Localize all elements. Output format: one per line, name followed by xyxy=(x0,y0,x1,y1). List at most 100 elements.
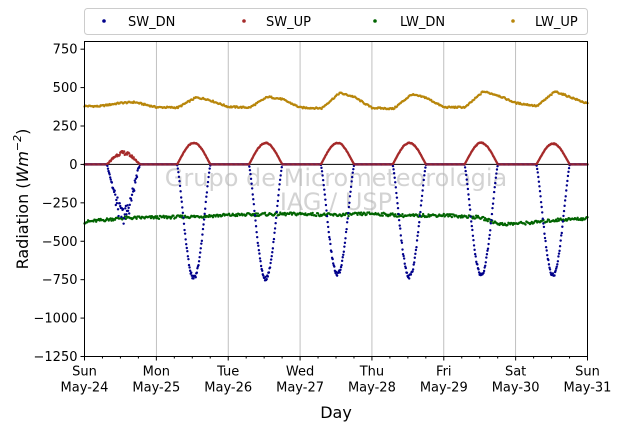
point-sw-dn xyxy=(469,215,472,218)
point-sw-dn xyxy=(114,203,118,207)
point-lw-dn xyxy=(156,215,159,218)
point-lw-dn xyxy=(181,214,184,217)
point-sw-dn xyxy=(274,222,277,225)
point-sw-dn xyxy=(343,245,346,248)
point-sw-dn xyxy=(539,195,542,198)
point-sw-dn xyxy=(184,238,187,241)
point-sw-dn xyxy=(186,255,190,258)
y-axis-title: Radiation (Wm−2) xyxy=(11,129,32,270)
point-sw-dn xyxy=(556,263,559,266)
point-sw-dn xyxy=(476,263,479,266)
x-axis-title: Day xyxy=(320,403,352,422)
point-sw-dn xyxy=(408,277,411,280)
point-sw-dn xyxy=(347,211,350,215)
point-sw-dn xyxy=(547,263,551,266)
legend-marker-lw-up xyxy=(511,19,515,23)
point-lw-dn xyxy=(545,220,549,223)
point-sw-dn xyxy=(200,242,203,245)
x-tick-label-day: Mon xyxy=(143,365,170,380)
point-sw-dn xyxy=(259,259,262,263)
point-sw-dn xyxy=(328,238,332,241)
point-sw-dn xyxy=(182,222,186,225)
point-sw-dn xyxy=(485,256,488,259)
point-sw-dn xyxy=(394,186,397,189)
point-sw-dn xyxy=(490,218,493,222)
point-sw-up xyxy=(122,150,126,153)
point-lw-dn xyxy=(460,214,463,217)
point-sw-dn xyxy=(136,169,139,172)
point-sw-dn xyxy=(262,274,265,277)
point-sw-dn xyxy=(401,248,404,251)
point-sw-dn xyxy=(342,253,345,256)
point-sw-dn xyxy=(110,181,114,184)
point-sw-dn xyxy=(190,271,193,274)
point-sw-dn xyxy=(203,212,206,216)
x-tick-label-date: May-28 xyxy=(348,381,396,396)
point-sw-dn xyxy=(565,184,569,187)
point-lw-dn xyxy=(207,215,210,219)
point-sw-dn xyxy=(204,200,207,204)
point-sw-dn xyxy=(414,252,417,256)
point-sw-dn xyxy=(412,263,415,266)
legend-label-sw-dn: SW_DN xyxy=(128,15,175,30)
point-sw-dn xyxy=(271,247,275,250)
point-sw-dn xyxy=(205,191,209,194)
point-lw-dn xyxy=(315,214,318,218)
point-sw-dn xyxy=(125,213,128,216)
point-sw-dn xyxy=(468,208,472,211)
point-lw-dn xyxy=(110,219,113,222)
point-lw-dn xyxy=(421,214,424,218)
point-sw-dn xyxy=(279,174,282,177)
point-sw-dn xyxy=(204,207,207,210)
point-sw-dn xyxy=(321,178,325,182)
legend-marker-sw-dn xyxy=(102,19,106,23)
point-sw-dn xyxy=(557,255,560,258)
point-sw-dn xyxy=(470,220,473,223)
legend-label-lw-up: LW_UP xyxy=(535,15,578,30)
point-sw-dn xyxy=(422,178,425,182)
point-sw-dn xyxy=(490,212,494,216)
point-sw-dn xyxy=(181,211,185,215)
point-sw-dn xyxy=(273,227,277,230)
point-sw-dn xyxy=(258,252,261,255)
point-sw-dn xyxy=(252,198,255,201)
point-sw-dn xyxy=(541,211,544,214)
point-sw-dn xyxy=(138,165,141,169)
point-sw-dn xyxy=(554,269,557,272)
point-lw-dn xyxy=(500,221,504,225)
point-sw-dn xyxy=(268,266,272,269)
point-sw-dn xyxy=(352,167,355,171)
point-sw-dn xyxy=(332,262,335,265)
point-sw-dn xyxy=(346,217,349,220)
point-sw-dn xyxy=(348,201,351,205)
point-sw-dn xyxy=(129,197,133,200)
point-sw-dn xyxy=(495,172,498,175)
point-sw-dn xyxy=(395,191,398,195)
y-axis-title-exponent: −2 xyxy=(11,135,24,151)
point-sw-dn xyxy=(343,241,347,245)
y-tick-label: 0 xyxy=(69,158,77,173)
point-lw-dn xyxy=(155,217,158,220)
point-sw-dn xyxy=(115,201,119,205)
point-sw-dn xyxy=(558,249,561,253)
point-sw-dn xyxy=(413,256,416,259)
point-lw-dn xyxy=(149,216,153,220)
point-lw-dn xyxy=(485,218,489,221)
x-tick-label-date: May-29 xyxy=(420,381,468,396)
point-sw-dn xyxy=(177,170,180,174)
point-sw-dn xyxy=(492,197,495,200)
point-sw-dn xyxy=(207,171,211,174)
point-lw-dn xyxy=(283,211,286,215)
point-lw-dn xyxy=(359,213,362,216)
point-sw-dn xyxy=(468,203,471,207)
point-sw-dn xyxy=(482,271,485,275)
point-sw-dn xyxy=(326,220,329,224)
point-sw-dn xyxy=(324,203,328,207)
point-sw-dn xyxy=(472,238,475,242)
point-sw-dn xyxy=(124,207,127,210)
point-sw-dn xyxy=(423,170,427,173)
point-sw-dn xyxy=(540,205,543,209)
point-sw-dn xyxy=(396,202,399,205)
point-lw-dn xyxy=(162,214,165,218)
point-lw-dn xyxy=(472,215,475,218)
